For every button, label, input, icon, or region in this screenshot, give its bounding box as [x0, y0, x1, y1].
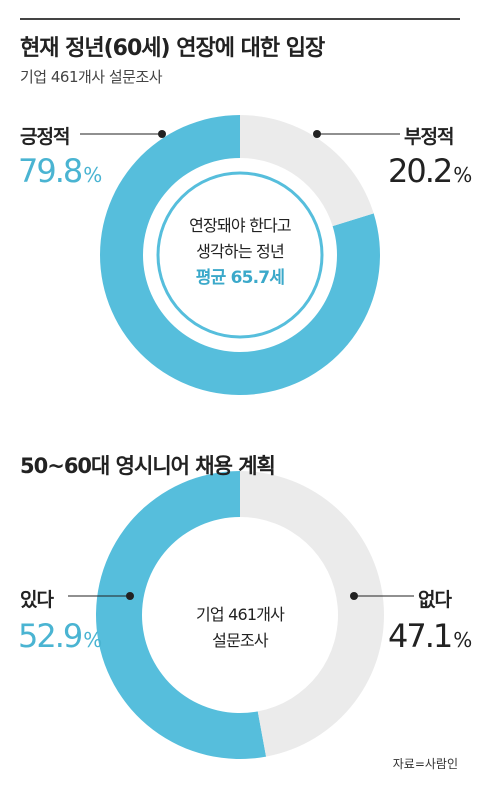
leader-dot-positive [158, 130, 166, 138]
leader-dot-negative [313, 130, 321, 138]
slice-label-negative: 부정적 [404, 126, 454, 148]
center-line-1: 기업 461개사 [195, 605, 285, 624]
donut2-center-text: 기업 461개사 설문조사 [160, 602, 320, 654]
donut-chart-hiring [96, 471, 385, 759]
slice-value-negative: 20.2% [388, 152, 473, 190]
leader-dot-no [350, 592, 358, 600]
leader-dot-yes [126, 592, 134, 600]
center-line-1: 연장돼야 한다고 [189, 216, 292, 235]
slice-label-positive: 긍정적 [20, 126, 70, 148]
center-highlight: 평균 65.7세 [195, 268, 285, 288]
donut1-center-text: 연장돼야 한다고 생각하는 정년 평균 65.7세 [160, 213, 320, 291]
slice-label-no: 없다 [418, 589, 452, 611]
source-note: 자료=사람인 [392, 757, 458, 771]
center-line-2: 설문조사 [212, 631, 268, 650]
donut-slice-0 [96, 471, 267, 759]
donut-slice-1 [240, 115, 374, 227]
donut-chart-retirement [99, 115, 380, 396]
slice-value-positive: 79.8% [18, 152, 103, 190]
slice-value-yes: 52.9% [18, 617, 103, 655]
slice-label-yes: 있다 [20, 589, 54, 611]
donut-slice-1 [240, 471, 385, 757]
page-subtitle: 기업 461개사 설문조사 [20, 68, 163, 86]
donut-slice-0 [99, 115, 380, 396]
center-ring [156, 171, 324, 339]
center-line-2: 생각하는 정년 [196, 242, 285, 261]
page-title: 현재 정년(60세) 연장에 대한 입장 [20, 36, 325, 61]
slice-value-no: 47.1% [388, 617, 473, 655]
section-title-hiring: 50~60대 영시니어 채용 계획 [20, 454, 276, 478]
top-rule [20, 18, 460, 20]
